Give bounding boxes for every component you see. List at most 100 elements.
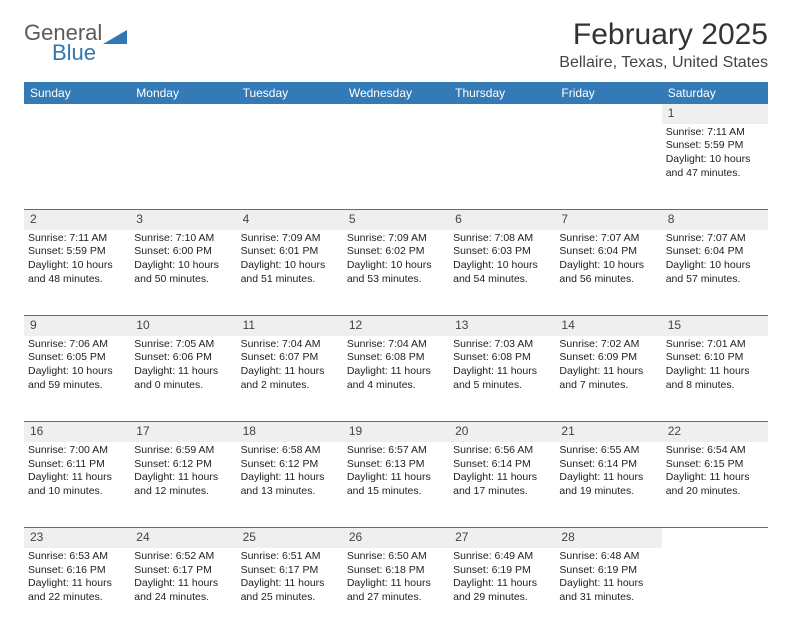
day-number: 23 xyxy=(24,528,130,548)
day-number xyxy=(343,104,449,124)
day-number: 1 xyxy=(662,104,768,124)
day-content-row: Sunrise: 6:53 AMSunset: 6:16 PMDaylight:… xyxy=(24,548,768,634)
day-cell-line: Daylight: 11 hours xyxy=(347,471,445,485)
day-content-row: Sunrise: 7:06 AMSunset: 6:05 PMDaylight:… xyxy=(24,336,768,422)
day-number: 5 xyxy=(343,210,449,230)
day-content-row: Sunrise: 7:11 AMSunset: 5:59 PMDaylight:… xyxy=(24,230,768,316)
day-cell xyxy=(24,124,130,210)
day-cell: Sunrise: 6:50 AMSunset: 6:18 PMDaylight:… xyxy=(343,548,449,634)
day-number: 27 xyxy=(449,528,555,548)
day-cell-line: and 53 minutes. xyxy=(347,273,445,287)
day-cell: Sunrise: 6:54 AMSunset: 6:15 PMDaylight:… xyxy=(662,442,768,528)
day-cell-line: Sunrise: 6:53 AM xyxy=(28,550,126,564)
weekday-header: Friday xyxy=(555,82,661,104)
day-cell-line: Sunset: 6:17 PM xyxy=(241,564,339,578)
weekday-header: Sunday xyxy=(24,82,130,104)
day-cell-line: Sunrise: 7:04 AM xyxy=(347,338,445,352)
day-number: 19 xyxy=(343,422,449,442)
day-cell-line: Sunset: 6:10 PM xyxy=(666,351,764,365)
day-cell-line: Daylight: 11 hours xyxy=(559,365,657,379)
day-cell-line: Daylight: 11 hours xyxy=(241,471,339,485)
day-number: 4 xyxy=(237,210,343,230)
day-cell-line: Sunrise: 6:49 AM xyxy=(453,550,551,564)
day-cell-line: Sunset: 6:14 PM xyxy=(559,458,657,472)
header: GeneralBlue February 2025 Bellaire, Texa… xyxy=(24,18,768,72)
day-cell: Sunrise: 7:08 AMSunset: 6:03 PMDaylight:… xyxy=(449,230,555,316)
day-number: 11 xyxy=(237,316,343,336)
day-cell-line: Sunrise: 7:10 AM xyxy=(134,232,232,246)
day-cell-line: and 31 minutes. xyxy=(559,591,657,605)
day-cell-line: Sunrise: 7:01 AM xyxy=(666,338,764,352)
day-number: 10 xyxy=(130,316,236,336)
day-cell-line: Sunrise: 6:59 AM xyxy=(134,444,232,458)
day-cell: Sunrise: 7:02 AMSunset: 6:09 PMDaylight:… xyxy=(555,336,661,422)
day-cell: Sunrise: 6:56 AMSunset: 6:14 PMDaylight:… xyxy=(449,442,555,528)
day-cell-line: Sunset: 6:00 PM xyxy=(134,245,232,259)
page-title: February 2025 xyxy=(559,18,768,52)
day-cell-line: Sunrise: 6:54 AM xyxy=(666,444,764,458)
day-cell: Sunrise: 7:07 AMSunset: 6:04 PMDaylight:… xyxy=(662,230,768,316)
day-cell-line: and 25 minutes. xyxy=(241,591,339,605)
day-cell-line: and 8 minutes. xyxy=(666,379,764,393)
day-cell: Sunrise: 7:04 AMSunset: 6:08 PMDaylight:… xyxy=(343,336,449,422)
day-cell-line: Sunrise: 7:08 AM xyxy=(453,232,551,246)
day-cell-line: Daylight: 11 hours xyxy=(453,471,551,485)
day-cell-line: Sunset: 6:04 PM xyxy=(559,245,657,259)
day-cell-line: Daylight: 11 hours xyxy=(666,471,764,485)
day-cell-line: Sunset: 6:13 PM xyxy=(347,458,445,472)
day-cell-line: Sunrise: 7:11 AM xyxy=(666,126,764,140)
day-cell-line: Sunrise: 6:58 AM xyxy=(241,444,339,458)
day-number xyxy=(555,104,661,124)
brand-part2: Blue xyxy=(52,42,127,64)
weekday-header: Monday xyxy=(130,82,236,104)
weekday-header-row: Sunday Monday Tuesday Wednesday Thursday… xyxy=(24,82,768,104)
calendar-table: Sunday Monday Tuesday Wednesday Thursday… xyxy=(24,82,768,634)
day-cell: Sunrise: 6:55 AMSunset: 6:14 PMDaylight:… xyxy=(555,442,661,528)
day-cell-line: Sunrise: 7:06 AM xyxy=(28,338,126,352)
day-cell-line: Sunrise: 6:50 AM xyxy=(347,550,445,564)
day-cell-line: Daylight: 10 hours xyxy=(134,259,232,273)
day-cell-line: Sunset: 5:59 PM xyxy=(28,245,126,259)
day-cell-line: and 13 minutes. xyxy=(241,485,339,499)
day-cell-line: and 48 minutes. xyxy=(28,273,126,287)
day-cell-line: Daylight: 11 hours xyxy=(134,365,232,379)
day-cell xyxy=(237,124,343,210)
day-cell: Sunrise: 6:48 AMSunset: 6:19 PMDaylight:… xyxy=(555,548,661,634)
day-cell-line: and 19 minutes. xyxy=(559,485,657,499)
day-cell-line: Sunset: 6:16 PM xyxy=(28,564,126,578)
day-number: 25 xyxy=(237,528,343,548)
day-number xyxy=(449,104,555,124)
day-cell xyxy=(449,124,555,210)
day-cell: Sunrise: 6:57 AMSunset: 6:13 PMDaylight:… xyxy=(343,442,449,528)
day-number: 13 xyxy=(449,316,555,336)
day-cell xyxy=(662,548,768,634)
day-cell-line: Sunset: 6:14 PM xyxy=(453,458,551,472)
day-cell: Sunrise: 7:03 AMSunset: 6:08 PMDaylight:… xyxy=(449,336,555,422)
day-cell-line: Sunrise: 6:48 AM xyxy=(559,550,657,564)
day-number xyxy=(237,104,343,124)
day-cell-line: Daylight: 10 hours xyxy=(28,365,126,379)
day-cell-line: and 5 minutes. xyxy=(453,379,551,393)
day-number: 9 xyxy=(24,316,130,336)
location-subtitle: Bellaire, Texas, United States xyxy=(559,54,768,72)
day-cell-line: Sunrise: 6:52 AM xyxy=(134,550,232,564)
day-number-row: 2345678 xyxy=(24,210,768,230)
day-number: 7 xyxy=(555,210,661,230)
day-cell xyxy=(130,124,236,210)
day-cell-line: Sunrise: 6:51 AM xyxy=(241,550,339,564)
day-cell-line: Daylight: 11 hours xyxy=(559,577,657,591)
day-number: 6 xyxy=(449,210,555,230)
day-cell-line: and 27 minutes. xyxy=(347,591,445,605)
day-number: 21 xyxy=(555,422,661,442)
day-cell-line: and 29 minutes. xyxy=(453,591,551,605)
calendar-body: 1Sunrise: 7:11 AMSunset: 5:59 PMDaylight… xyxy=(24,104,768,634)
day-cell-line: Sunrise: 7:05 AM xyxy=(134,338,232,352)
day-cell-line: Daylight: 11 hours xyxy=(28,577,126,591)
day-cell: Sunrise: 6:53 AMSunset: 6:16 PMDaylight:… xyxy=(24,548,130,634)
day-cell-line: and 51 minutes. xyxy=(241,273,339,287)
day-content-row: Sunrise: 7:11 AMSunset: 5:59 PMDaylight:… xyxy=(24,124,768,210)
day-cell-line: Sunset: 6:01 PM xyxy=(241,245,339,259)
day-cell-line: Sunset: 6:07 PM xyxy=(241,351,339,365)
day-cell-line: and 0 minutes. xyxy=(134,379,232,393)
day-cell-line: Daylight: 11 hours xyxy=(134,471,232,485)
